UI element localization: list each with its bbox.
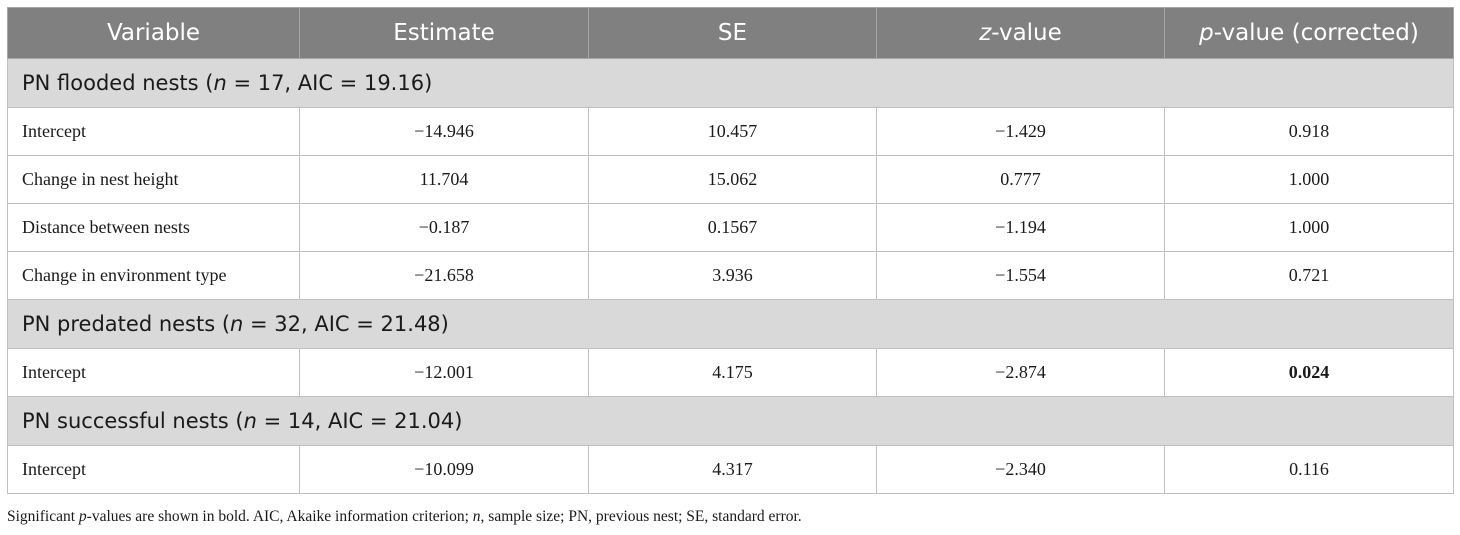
group-label: PN predated nests (n = 32, AIC = 21.48) bbox=[7, 299, 1454, 349]
variable-cell: Change in environment type bbox=[7, 251, 300, 300]
value-cell: 0.721 bbox=[1164, 251, 1454, 300]
variable-cell: Distance between nests bbox=[7, 203, 300, 252]
value-cell: −1.429 bbox=[876, 107, 1165, 156]
value-cell: −21.658 bbox=[299, 251, 589, 300]
footnote: Significant p-values are shown in bold. … bbox=[7, 508, 802, 526]
value-cell: 0.116 bbox=[1164, 445, 1454, 494]
column-header: Estimate bbox=[299, 7, 589, 59]
variable-cell: Intercept bbox=[7, 107, 300, 156]
text-part: PN flooded nests ( bbox=[22, 71, 214, 95]
variable-cell: Change in nest height bbox=[7, 155, 300, 204]
text-part: PN predated nests ( bbox=[22, 312, 231, 336]
text-part: -value bbox=[991, 20, 1062, 46]
text-part: z bbox=[979, 20, 992, 46]
text-part: = 17, AIC = 19.16) bbox=[226, 71, 433, 95]
header-row: Variable Estimate SE z-value p-value (correc… bbox=[7, 7, 1454, 59]
text-part: n bbox=[213, 71, 227, 95]
data-row: Intercept −14.946 10.457 −1.429 0.918 bbox=[7, 107, 1454, 156]
data-row: Distance between nests −0.187 0.1567 −1.194… bbox=[7, 203, 1454, 252]
text-part: Variable bbox=[106, 20, 201, 46]
value-cell: −1.194 bbox=[876, 203, 1165, 252]
data-row: Change in nest height 11.704 15.062 0.777 1.… bbox=[7, 155, 1454, 204]
value-cell: 4.175 bbox=[588, 348, 877, 397]
text-part: -value (corrected) bbox=[1213, 20, 1419, 46]
value-cell: −0.187 bbox=[299, 203, 589, 252]
value-cell: 11.704 bbox=[299, 155, 589, 204]
results-table: Variable Estimate SE z-value p-value (correc… bbox=[7, 7, 1454, 494]
group-label: PN successful nests (n = 14, AIC = 21.04… bbox=[7, 396, 1454, 446]
value-cell: −2.874 bbox=[876, 348, 1165, 397]
value-cell: −1.554 bbox=[876, 251, 1165, 300]
text-part: p bbox=[78, 508, 87, 525]
variable-cell: Intercept bbox=[7, 348, 300, 397]
text-part: p bbox=[1199, 20, 1214, 46]
text-part: Significant bbox=[7, 508, 79, 525]
variable-cell: Intercept bbox=[7, 445, 300, 494]
text-part: = 32, AIC = 21.48) bbox=[243, 312, 449, 336]
text-part: n bbox=[472, 508, 481, 525]
value-cell: 1.000 bbox=[1164, 155, 1454, 204]
column-header: p-value (corrected) bbox=[1164, 7, 1454, 59]
data-row: Intercept −10.099 4.317 −2.340 0.116 bbox=[7, 445, 1454, 494]
data-row: Intercept −12.001 4.175 −2.874 0.024 bbox=[7, 348, 1454, 397]
text-part: Estimate bbox=[393, 20, 495, 46]
value-cell: 10.457 bbox=[588, 107, 877, 156]
text-part: n bbox=[230, 312, 244, 336]
text-part: SE bbox=[717, 20, 748, 46]
value-cell: 4.317 bbox=[588, 445, 877, 494]
value-cell: 3.936 bbox=[588, 251, 877, 300]
text-part: = 14, AIC = 21.04) bbox=[256, 409, 463, 433]
column-header: Variable bbox=[7, 7, 300, 59]
value-cell: −2.340 bbox=[876, 445, 1165, 494]
text-part: -values are shown in bold. AIC, Akaike i… bbox=[86, 508, 473, 525]
data-row: Change in environment type −21.658 3.936 −1… bbox=[7, 251, 1454, 300]
text-part: , sample size; PN, previous nest; SE, st… bbox=[480, 508, 802, 525]
value-cell: 0.024 bbox=[1164, 348, 1454, 397]
group-row: PN successful nests (n = 14, AIC = 21.04… bbox=[7, 396, 1454, 446]
value-cell: −12.001 bbox=[299, 348, 589, 397]
table-body: Variable Estimate SE z-value p-value (correc… bbox=[7, 7, 1454, 494]
group-row: PN flooded nests (n = 17, AIC = 19.16) bbox=[7, 58, 1454, 108]
column-header: SE bbox=[588, 7, 877, 59]
group-label: PN flooded nests (n = 17, AIC = 19.16) bbox=[7, 58, 1454, 108]
text-part: PN successful nests ( bbox=[22, 409, 244, 433]
value-cell: −14.946 bbox=[299, 107, 589, 156]
group-row: PN predated nests (n = 32, AIC = 21.48) bbox=[7, 299, 1454, 349]
value-cell: 1.000 bbox=[1164, 203, 1454, 252]
column-header: z-value bbox=[876, 7, 1165, 59]
value-cell: 0.918 bbox=[1164, 107, 1454, 156]
text-part: n bbox=[243, 409, 257, 433]
value-cell: 0.777 bbox=[876, 155, 1165, 204]
value-cell: 15.062 bbox=[588, 155, 877, 204]
value-cell: 0.1567 bbox=[588, 203, 877, 252]
value-cell: −10.099 bbox=[299, 445, 589, 494]
